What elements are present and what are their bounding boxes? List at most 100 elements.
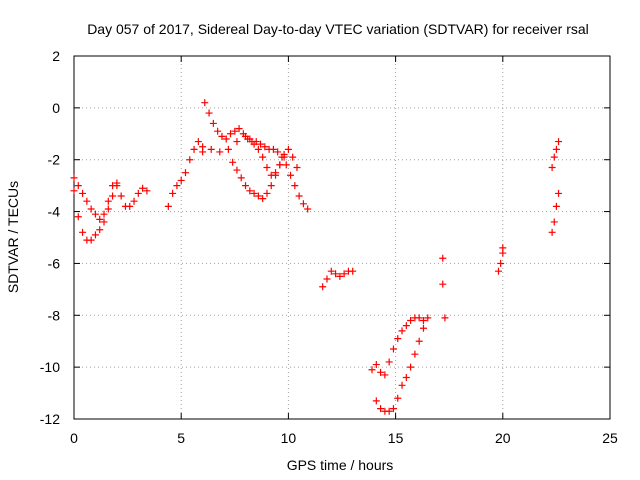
data-point bbox=[272, 171, 280, 179]
y-tick-label: 2 bbox=[52, 48, 60, 64]
data-point bbox=[377, 368, 385, 376]
data-point bbox=[394, 335, 402, 343]
y-tick-label: -6 bbox=[48, 255, 61, 271]
data-point bbox=[548, 163, 556, 171]
data-point bbox=[293, 163, 301, 171]
series-track-g bbox=[319, 267, 357, 291]
data-point bbox=[415, 337, 423, 345]
data-point bbox=[319, 283, 327, 291]
data-point bbox=[407, 316, 415, 324]
data-point bbox=[257, 140, 265, 148]
data-point bbox=[263, 163, 271, 171]
data-point bbox=[87, 236, 95, 244]
data-point bbox=[74, 182, 82, 190]
data-point bbox=[419, 324, 427, 332]
data-point bbox=[254, 192, 262, 200]
data-point bbox=[164, 202, 172, 210]
series-track-j bbox=[439, 254, 449, 322]
data-point bbox=[340, 270, 348, 278]
series-track-l bbox=[548, 138, 563, 236]
data-point bbox=[70, 174, 78, 182]
data-point bbox=[284, 145, 292, 153]
data-point bbox=[96, 215, 104, 223]
data-point bbox=[96, 226, 104, 234]
data-point bbox=[216, 148, 224, 156]
data-point bbox=[233, 138, 241, 146]
data-point bbox=[231, 127, 239, 135]
data-point bbox=[259, 195, 267, 203]
data-point bbox=[139, 184, 147, 192]
x-tick-label: 0 bbox=[70, 430, 78, 446]
data-point bbox=[372, 397, 380, 405]
data-point bbox=[205, 109, 213, 117]
data-point bbox=[439, 254, 447, 262]
x-tick-label: 15 bbox=[388, 430, 404, 446]
data-point bbox=[134, 189, 142, 197]
data-point bbox=[385, 407, 393, 415]
data-point bbox=[259, 153, 267, 161]
data-point bbox=[199, 148, 207, 156]
data-point bbox=[276, 161, 284, 169]
x-tick-label: 25 bbox=[602, 430, 618, 446]
series-track-a bbox=[70, 174, 151, 223]
y-tick-label: -8 bbox=[48, 307, 61, 323]
data-point bbox=[100, 218, 108, 226]
data-point bbox=[389, 345, 397, 353]
data-point bbox=[398, 327, 406, 335]
data-point bbox=[269, 145, 277, 153]
data-point bbox=[327, 267, 335, 275]
y-tick-label: -12 bbox=[40, 411, 60, 427]
plot-frame bbox=[73, 55, 611, 420]
x-tick-label: 5 bbox=[177, 430, 185, 446]
data-point bbox=[550, 218, 558, 226]
x-axis-label: GPS time / hours bbox=[287, 457, 394, 473]
data-point bbox=[91, 210, 99, 218]
data-point bbox=[222, 135, 230, 143]
data-point bbox=[552, 145, 560, 153]
data-point bbox=[267, 182, 275, 190]
data-point bbox=[83, 197, 91, 205]
series-track-k bbox=[495, 244, 507, 275]
x-tick-label: 10 bbox=[281, 430, 297, 446]
data-point bbox=[402, 374, 410, 382]
data-point bbox=[280, 153, 288, 161]
data-point bbox=[143, 187, 151, 195]
data-point bbox=[87, 205, 95, 213]
series-track-c bbox=[164, 138, 207, 210]
grid-layer bbox=[74, 56, 610, 419]
data-point bbox=[295, 192, 303, 200]
data-point bbox=[291, 182, 299, 190]
data-point bbox=[190, 145, 198, 153]
data-point bbox=[550, 153, 558, 161]
data-point bbox=[495, 267, 503, 275]
data-point bbox=[415, 314, 423, 322]
data-point bbox=[130, 197, 138, 205]
data-point bbox=[70, 187, 78, 195]
data-point bbox=[117, 192, 125, 200]
data-point bbox=[100, 210, 108, 218]
y-tick-label: -2 bbox=[48, 152, 61, 168]
data-point bbox=[304, 205, 312, 213]
data-point bbox=[250, 189, 258, 197]
series-track-f bbox=[229, 153, 288, 203]
data-point bbox=[548, 228, 556, 236]
data-point bbox=[299, 200, 307, 208]
data-point bbox=[287, 171, 295, 179]
data-point bbox=[233, 166, 241, 174]
data-point bbox=[79, 189, 87, 197]
data-point bbox=[224, 145, 232, 153]
data-point bbox=[186, 156, 194, 164]
data-point bbox=[263, 189, 271, 197]
data-point bbox=[209, 119, 217, 127]
data-point bbox=[555, 138, 563, 146]
data-point bbox=[381, 371, 389, 379]
data-point bbox=[424, 314, 432, 322]
data-point bbox=[385, 358, 393, 366]
data-point bbox=[254, 145, 262, 153]
data-point bbox=[194, 138, 202, 146]
y-tick-label: -10 bbox=[40, 359, 60, 375]
y-axis-label: SDTVAR / TECUs bbox=[5, 181, 21, 293]
data-point bbox=[407, 363, 415, 371]
series-track-h bbox=[368, 314, 432, 379]
